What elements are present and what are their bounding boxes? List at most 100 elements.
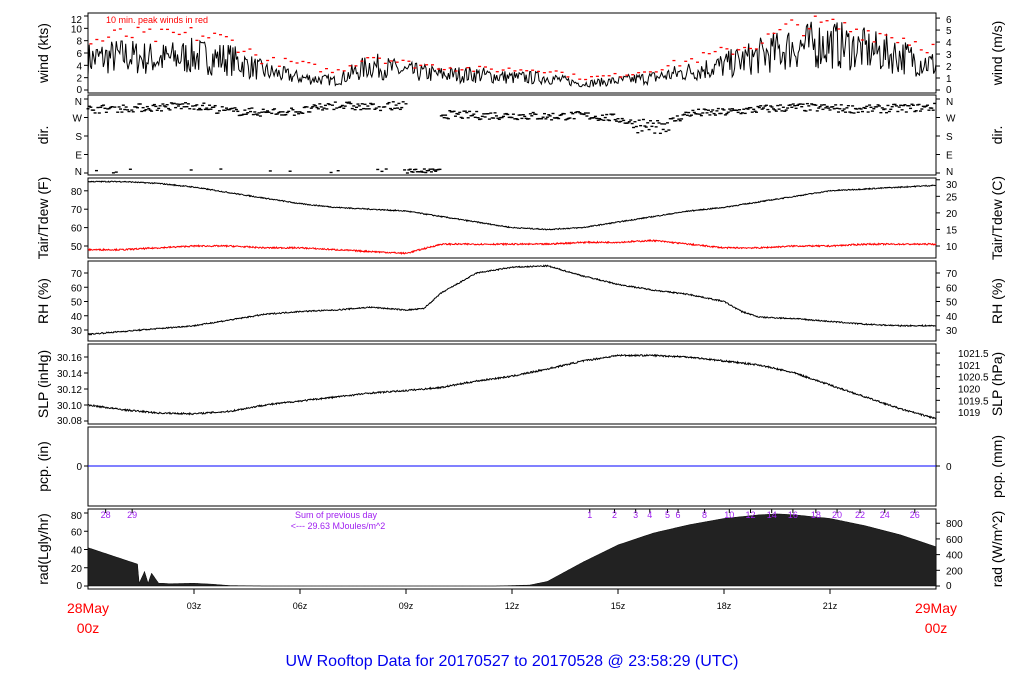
hourly-radiation-label: 12: [745, 510, 755, 520]
y-axis-label-slp: SLP (inHg): [35, 350, 51, 418]
y-tick-label-wind: 8: [76, 37, 82, 48]
y-axis-label-right-direction: dir.: [989, 126, 1005, 145]
y-tick-label-right-radiation: 600: [946, 535, 963, 546]
y-axis-label-right-precip: pcp. (mm): [989, 435, 1005, 498]
hourly-radiation-label: 1: [587, 510, 592, 520]
panel-frame-slp: [87, 343, 937, 425]
y-tick-label-rh: 40: [71, 312, 83, 323]
y-axis-label-right-rh: RH (%): [989, 278, 1005, 324]
y-tick-label-right-slp: 1019.5: [958, 396, 989, 407]
y-tick-label-direction: W: [73, 114, 83, 125]
radiation-sum-label: Sum of previous day: [295, 510, 378, 520]
y-tick-label-wind: 12: [71, 15, 83, 26]
hourly-radiation-label: 5: [665, 510, 670, 520]
y-tick-label-radiation: 40: [71, 546, 83, 557]
y-tick-label-right-wind: 5: [946, 26, 952, 37]
y-tick-label-temperature: 70: [71, 205, 83, 216]
y-tick-label-direction: N: [75, 167, 82, 178]
y-tick-label-slp: 30.16: [57, 353, 82, 364]
y-tick-label-wind: 4: [76, 61, 82, 72]
y-tick-label-right-rh: 50: [946, 298, 958, 309]
y-tick-label-right-wind: 0: [946, 85, 952, 96]
y-tick-label-right-wind: 6: [946, 15, 952, 26]
end-date-label: 29May: [915, 600, 957, 616]
y-tick-label-right-rh: 70: [946, 269, 958, 280]
panel-frame-direction: [87, 94, 937, 176]
y-tick-label-direction: E: [75, 151, 82, 162]
start-time-label: 00z: [77, 620, 100, 636]
y-tick-label-right-temperature: 30: [946, 180, 958, 191]
y-tick-label-right-slp: 1020.5: [958, 373, 989, 384]
series-radiation: [87, 513, 937, 587]
y-tick-label-right-radiation: 200: [946, 566, 963, 577]
y-tick-label-rh: 50: [71, 298, 83, 309]
x-tick-label: 21z: [823, 601, 838, 611]
y-tick-label-right-wind: 3: [946, 50, 952, 61]
y-tick-label-temperature: 80: [71, 187, 83, 198]
series-air-temperature: [87, 180, 937, 231]
y-tick-label-wind: 2: [76, 74, 82, 85]
y-tick-label-radiation: 20: [71, 564, 83, 575]
y-tick-label-wind: 10: [71, 24, 83, 35]
y-tick-label-slp: 30.12: [57, 385, 82, 396]
y-tick-label-right-rh: 40: [946, 312, 958, 323]
y-tick-label-wind: 0: [76, 85, 82, 96]
hourly-radiation-label: 28: [101, 510, 111, 520]
y-tick-label-slp: 30.14: [57, 369, 82, 380]
y-tick-label-right-temperature: 10: [946, 242, 958, 253]
y-tick-label-rh: 30: [71, 326, 83, 337]
radiation-sum-value: <--- 29.63 MJoules/m^2: [291, 521, 386, 531]
y-axis-label-direction: dir.: [35, 126, 51, 145]
hourly-radiation-label: 16: [788, 510, 798, 520]
x-tick-label: 06z: [293, 601, 308, 611]
x-tick-label: 15z: [611, 601, 626, 611]
y-tick-label-right-temperature: 20: [946, 209, 958, 220]
y-tick-label-right-temperature: 15: [946, 225, 958, 236]
y-tick-label-rh: 60: [71, 283, 83, 294]
x-tick-label: 18z: [717, 601, 732, 611]
y-axis-label-precip: pcp. (in): [35, 441, 51, 492]
wind-annotation: 10 min. peak winds in red: [106, 15, 208, 25]
hourly-radiation-label: 22: [855, 510, 865, 520]
end-time-label: 00z: [925, 620, 948, 636]
hourly-radiation-label: 3: [633, 510, 638, 520]
hourly-radiation-label: 4: [647, 510, 652, 520]
y-axis-label-right-radiation: rad (W/m^2): [989, 511, 1005, 588]
y-tick-label-right-rh: 30: [946, 326, 958, 337]
y-tick-label-slp: 30.08: [57, 416, 82, 427]
y-tick-label-temperature: 60: [71, 224, 83, 235]
y-tick-label-right-direction: S: [946, 132, 953, 143]
y-tick-label-right-radiation: 800: [946, 519, 963, 530]
x-tick-label: 09z: [399, 601, 414, 611]
y-tick-label-right-direction: N: [946, 97, 953, 108]
y-tick-label-rh: 70: [71, 269, 83, 280]
hourly-radiation-label: 29: [127, 510, 137, 520]
y-tick-label-right-slp: 1021.5: [958, 349, 989, 360]
y-axis-label-temperature: Tair/Tdew (F): [35, 177, 51, 259]
start-date-label: 28May: [67, 600, 109, 616]
y-tick-label-right-direction: N: [946, 167, 953, 178]
hourly-radiation-label: 24: [880, 510, 890, 520]
y-tick-label-right-wind: 1: [946, 74, 952, 85]
y-tick-label-right-slp: 1019: [958, 408, 981, 419]
y-tick-label-right-temperature: 25: [946, 192, 958, 203]
y-tick-label-precip: 0: [76, 462, 82, 473]
y-tick-label-right-radiation: 400: [946, 551, 963, 562]
y-axis-label-right-wind: wind (m/s): [989, 21, 1005, 87]
y-tick-label-temperature: 50: [71, 242, 83, 253]
y-axis-label-radiation: rad(Lgly/hr): [35, 513, 51, 585]
y-tick-label-direction: S: [75, 132, 82, 143]
y-tick-label-direction: N: [75, 97, 82, 108]
y-axis-label-right-slp: SLP (hPa): [989, 352, 1005, 416]
y-axis-label-wind: wind (kts): [35, 23, 51, 84]
hourly-radiation-label: 20: [832, 510, 842, 520]
y-tick-label-right-precip: 0: [946, 462, 952, 473]
chart-title: UW Rooftop Data for 20170527 to 20170528…: [286, 653, 739, 670]
x-tick-label: 03z: [187, 601, 202, 611]
y-axis-label-rh: RH (%): [35, 278, 51, 324]
y-tick-label-radiation: 60: [71, 527, 83, 538]
y-axis-label-right-temperature: Tair/Tdew (C): [989, 176, 1005, 260]
y-tick-label-slp: 30.10: [57, 401, 82, 412]
hourly-radiation-label: 8: [702, 510, 707, 520]
